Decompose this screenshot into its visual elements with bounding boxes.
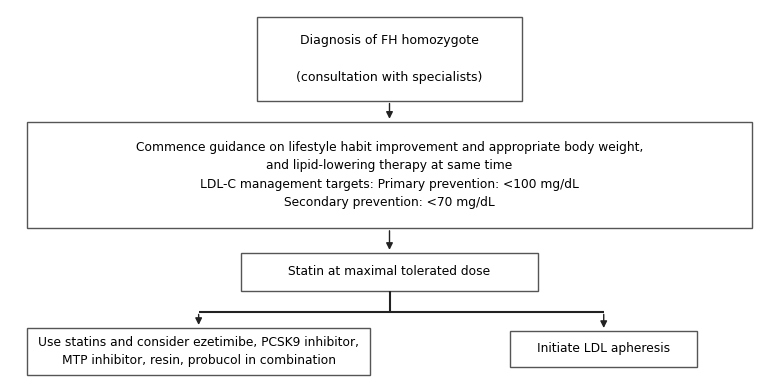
Text: Statin at maximal tolerated dose: Statin at maximal tolerated dose [288,265,491,278]
Text: Use statins and consider ezetimibe, PCSK9 inhibitor,
MTP inhibitor, resin, probu: Use statins and consider ezetimibe, PCSK… [38,336,359,367]
Bar [27,122,752,228]
Bar [27,328,370,375]
Bar [510,331,697,367]
Text: Initiate LDL apheresis: Initiate LDL apheresis [538,342,670,355]
Text: Diagnosis of FH homozygote

(consultation with specialists): Diagnosis of FH homozygote (consultation… [296,34,483,84]
Bar [241,253,538,291]
Text: Commence guidance on lifestyle habit improvement and appropriate body weight,
an: Commence guidance on lifestyle habit imp… [136,141,643,209]
Bar [257,17,522,101]
